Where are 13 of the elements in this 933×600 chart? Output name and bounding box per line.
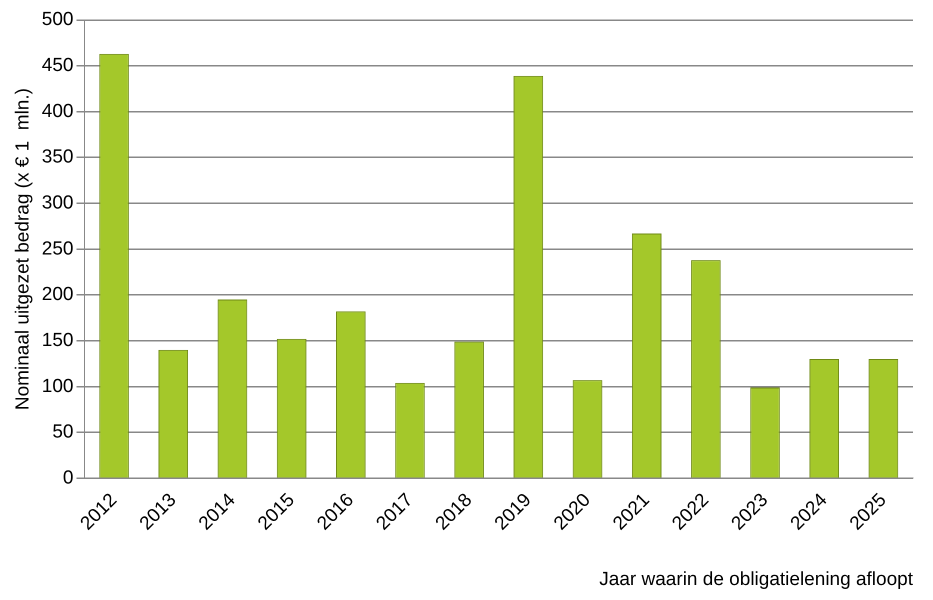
y-tick-label: 500 xyxy=(42,9,74,30)
y-tick-label: 150 xyxy=(42,330,74,351)
y-tick-label: 50 xyxy=(52,422,74,443)
y-tick-label: 0 xyxy=(62,467,74,488)
x-axis-title: Jaar waarin de obligatielening afloopt xyxy=(599,568,914,590)
y-tick-label: 350 xyxy=(42,146,74,168)
y-tick-label: 450 xyxy=(42,55,74,76)
y-tick-label: 100 xyxy=(42,376,74,397)
y-tick-label: 250 xyxy=(42,238,74,260)
y-axis-title: Nominaal uitgezet bedrag (x € 1 mln.) xyxy=(12,88,34,410)
y-tick-label: 200 xyxy=(42,284,74,306)
y-tick-label: 300 xyxy=(42,192,74,214)
y-tick-label: 400 xyxy=(42,100,74,122)
